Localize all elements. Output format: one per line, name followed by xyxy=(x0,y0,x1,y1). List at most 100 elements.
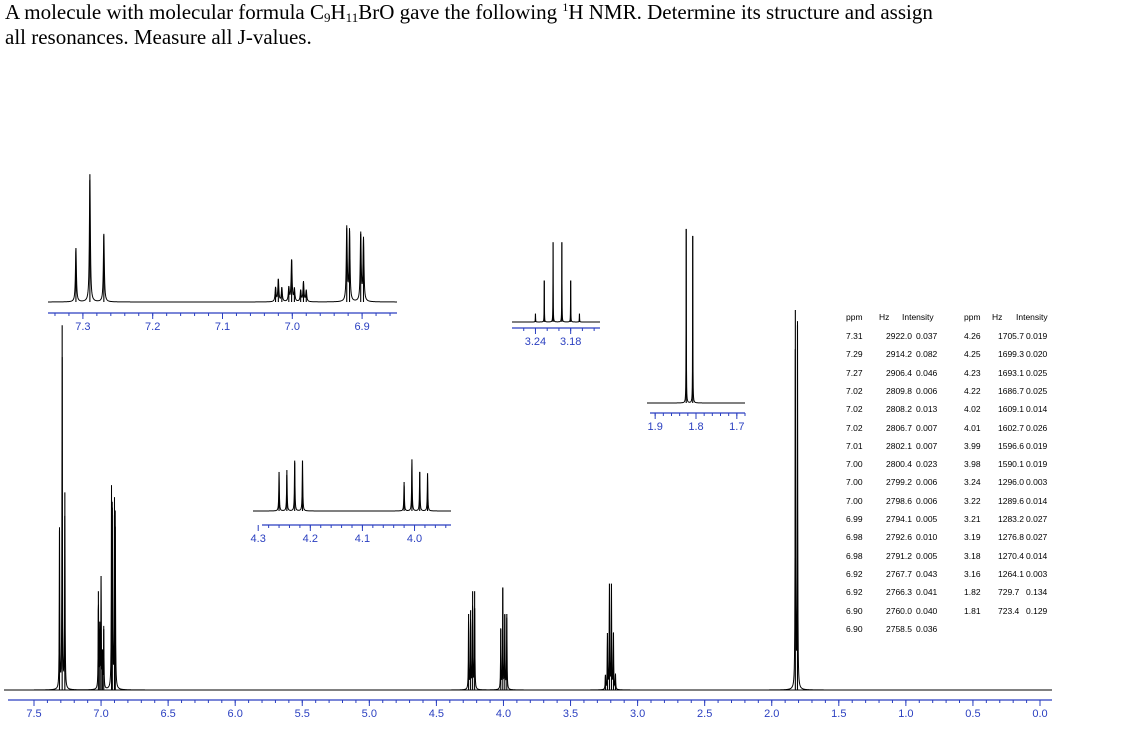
peak-table-header: ppm xyxy=(846,312,863,322)
peak-table-cell: 0.014 xyxy=(1026,550,1048,561)
formula-h: H xyxy=(330,0,346,24)
inset-3-trace xyxy=(647,228,745,404)
peak-table-cell: 4.25 xyxy=(964,349,981,360)
peak-table-cell: 7.27 xyxy=(846,367,863,378)
peak-table-cell: 7.31 xyxy=(846,331,863,341)
peak-table-cell: 6.92 xyxy=(846,587,863,598)
peak-table-cell: 3.22 xyxy=(964,495,981,506)
peak-table-cell: 1596.6 xyxy=(998,440,1024,451)
main-tick-label-6: 4.5 xyxy=(429,708,444,720)
main-spectrum-trace xyxy=(34,321,1040,691)
inset-1-tick-label-2: 7.1 xyxy=(215,321,230,333)
inset-2-trace xyxy=(512,242,600,323)
peak-table-cell: 2792.6 xyxy=(886,532,912,543)
peak-table-cell: 0.134 xyxy=(1026,587,1048,598)
inset-1-trace xyxy=(48,179,397,303)
main-tick-label-10: 2.5 xyxy=(697,708,712,720)
peak-table-cell: 4.23 xyxy=(964,367,981,378)
main-tick-label-14: 0.5 xyxy=(965,708,980,720)
inset-3-tick-label-2: 1.7 xyxy=(729,421,744,433)
peak-table-cell: 0.043 xyxy=(916,568,938,579)
peak-table-cell: 0.003 xyxy=(1026,477,1048,488)
inset-3-tick-label-0: 1.9 xyxy=(648,421,663,433)
peak-table-header: Intensity xyxy=(902,312,934,322)
peak-table-cell: 2798.6 xyxy=(886,495,912,506)
peak-table-cell: 6.90 xyxy=(846,605,863,616)
peak-table-cell: 3.16 xyxy=(964,568,981,579)
inset-4-tick-label-1: 4.2 xyxy=(303,533,318,545)
peak-table-cell: 0.027 xyxy=(1026,532,1048,543)
inset-1-tick-label-3: 7.0 xyxy=(285,321,300,333)
peak-table-cell: 1686.7 xyxy=(998,385,1024,396)
peak-table-cell: 0.007 xyxy=(916,440,938,451)
peak-table-cell: 2906.4 xyxy=(886,367,912,378)
inset-1-tick-label-0: 7.3 xyxy=(75,321,90,333)
peak-table-cell: 6.90 xyxy=(846,623,863,634)
formula-subscript-h: 11 xyxy=(345,10,359,25)
peak-table-cell: 0.037 xyxy=(916,331,938,341)
main-tick-label-15: 0.0 xyxy=(1032,708,1047,720)
peak-table-cell: 0.025 xyxy=(1026,367,1048,378)
peak-table-cell: 2766.3 xyxy=(886,587,912,598)
main-tick-label-2: 6.5 xyxy=(160,708,175,720)
peak-table-cell: 0.026 xyxy=(1026,422,1048,433)
peak-table-cell: 4.01 xyxy=(964,422,981,433)
main-tick-label-4: 5.5 xyxy=(295,708,310,720)
peak-table-cell: 2791.2 xyxy=(886,550,912,561)
peak-table-cell: 1602.7 xyxy=(998,422,1024,433)
peak-table-cell: 4.22 xyxy=(964,385,981,396)
peak-table-cell: 7.02 xyxy=(846,404,863,415)
peak-table-cell: 1699.3 xyxy=(998,349,1024,360)
peak-table-cell: 0.041 xyxy=(916,587,938,598)
peak-table-cell: 0.007 xyxy=(916,422,938,433)
peak-table-cell: 2794.1 xyxy=(886,514,912,524)
peak-table-cell: 2758.5 xyxy=(886,623,912,634)
peak-table-cell: 6.92 xyxy=(846,568,863,579)
peak-table-cell: 7.00 xyxy=(846,495,863,506)
peak-table-cell: 0.027 xyxy=(1026,514,1048,524)
peak-table-cell: 0.010 xyxy=(916,532,938,543)
peak-table-cell: 0.014 xyxy=(1026,495,1048,506)
peak-table-cell: 2806.7 xyxy=(886,422,912,433)
peak-table-cell: 3.99 xyxy=(964,440,981,451)
question-text-part: BrO gave the following xyxy=(358,0,563,24)
peak-table-cell: 1.81 xyxy=(964,605,981,616)
inset-2-tick-label-1: 3.18 xyxy=(560,336,581,348)
peak-table-cell: 1270.4 xyxy=(998,550,1024,561)
peak-table-cell: 0.023 xyxy=(916,459,938,470)
peak-table-cell: 1705.7 xyxy=(998,331,1024,341)
peak-table-cell: 1693.1 xyxy=(998,367,1024,378)
peak-table-cell: 0.046 xyxy=(916,367,938,378)
peak-table-cell: 0.036 xyxy=(916,623,938,634)
peak-table-cell: 6.99 xyxy=(846,514,863,524)
peak-table-cell: 3.21 xyxy=(964,514,981,524)
peak-table-header: Hz xyxy=(992,312,1003,322)
peak-table-cell: 0.003 xyxy=(1026,568,1048,579)
peak-table-cell: 0.006 xyxy=(916,385,938,396)
peak-table-header: ppm xyxy=(964,312,981,322)
peak-table-cell: 7.02 xyxy=(846,422,863,433)
peak-table-cell: 1609.1 xyxy=(998,404,1024,415)
peak-table-cell: 0.019 xyxy=(1026,459,1048,470)
main-tick-label-11: 2.0 xyxy=(764,708,779,720)
peak-table-cell: 0.020 xyxy=(1026,349,1048,360)
peak-table-cell: 1264.1 xyxy=(998,568,1024,579)
peak-table-cell: 0.019 xyxy=(1026,331,1048,341)
peak-table-cell: 6.98 xyxy=(846,550,863,561)
nmr-superscript: 1 xyxy=(562,0,569,14)
peak-table-cell: 7.01 xyxy=(846,440,863,451)
peak-table-cell: 3.24 xyxy=(964,477,981,488)
main-tick-label-13: 1.0 xyxy=(898,708,913,720)
peak-table-cell: 2800.4 xyxy=(886,459,912,470)
peak-table-cell: 7.00 xyxy=(846,459,863,470)
peak-table-cell: 3.98 xyxy=(964,459,981,470)
peak-table-cell: 1283.2 xyxy=(998,514,1024,524)
peak-table-cell: 0.025 xyxy=(1026,385,1048,396)
peak-table-cell: 1289.6 xyxy=(998,495,1024,506)
peak-table-cell: 0.013 xyxy=(916,404,938,415)
main-tick-label-7: 4.0 xyxy=(496,708,511,720)
peak-table-cell: 3.19 xyxy=(964,532,981,543)
peak-table-cell: 0.040 xyxy=(916,605,938,616)
question-line-1: A molecule with molecular formula C9H11B… xyxy=(5,0,1115,25)
inset-4-tick-label-3: 4.0 xyxy=(407,533,422,545)
